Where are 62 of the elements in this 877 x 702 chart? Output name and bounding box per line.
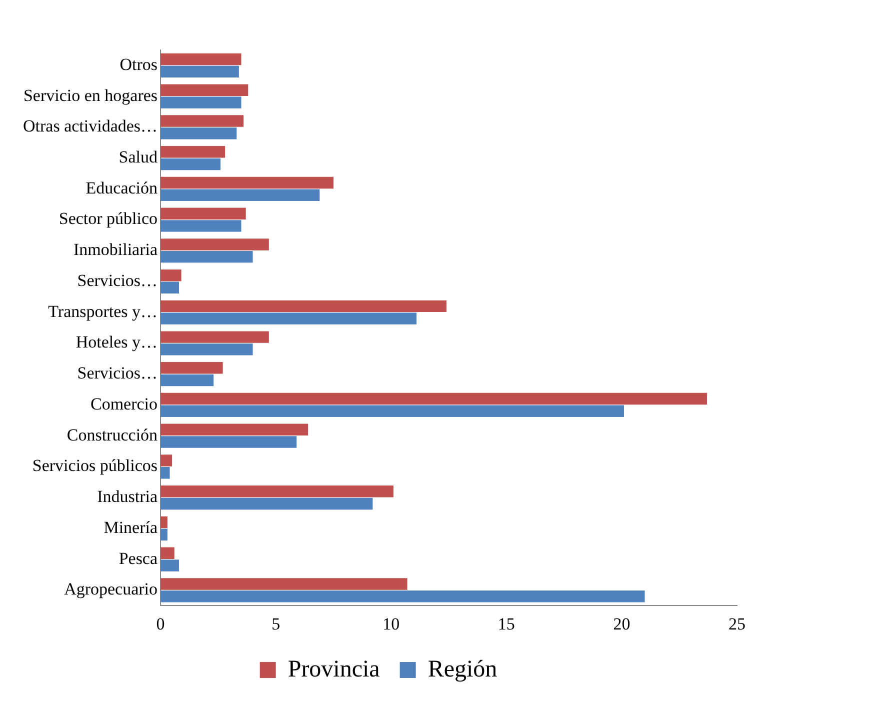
bar bbox=[160, 405, 624, 418]
bar bbox=[160, 454, 172, 466]
bar bbox=[160, 374, 214, 386]
bar bbox=[160, 282, 179, 294]
bar bbox=[160, 96, 242, 108]
x-tick-label: 10 bbox=[382, 614, 400, 634]
bar bbox=[160, 516, 168, 528]
bar bbox=[160, 392, 708, 405]
bar bbox=[160, 578, 408, 590]
y-tick-label: Construcción bbox=[66, 425, 158, 444]
x-tick-label: 5 bbox=[272, 614, 280, 634]
bar bbox=[160, 424, 308, 436]
bar bbox=[160, 208, 246, 220]
bar bbox=[160, 498, 373, 510]
y-tick-label: Inmobiliaria bbox=[74, 240, 158, 260]
y-tick-label: Otros bbox=[120, 54, 158, 74]
bar bbox=[160, 66, 239, 78]
y-tick-label: Comercio bbox=[90, 394, 158, 414]
bar bbox=[160, 146, 226, 158]
y-tick-label: Educación bbox=[86, 178, 158, 198]
bar bbox=[160, 220, 242, 232]
x-tick-label: 15 bbox=[498, 614, 515, 634]
bar bbox=[160, 590, 645, 602]
y-tick-label: Agropecuario bbox=[64, 580, 158, 599]
bar bbox=[160, 362, 223, 374]
y-tick-label: Servicio en hogares bbox=[23, 86, 158, 105]
bar bbox=[160, 547, 174, 559]
bar bbox=[160, 331, 269, 343]
bar bbox=[160, 250, 253, 263]
y-tick-label: Transportes y… bbox=[48, 302, 158, 321]
bar bbox=[160, 176, 334, 189]
legend-label: Provincia bbox=[288, 656, 380, 682]
y-tick-label: Servicios… bbox=[77, 364, 158, 383]
y-tick-label: Servicios… bbox=[77, 270, 158, 290]
bar bbox=[160, 127, 237, 140]
bar bbox=[160, 238, 269, 250]
bar bbox=[160, 436, 297, 448]
bar bbox=[160, 115, 244, 127]
x-tick-label: 20 bbox=[613, 614, 630, 634]
x-tick-label: 25 bbox=[728, 614, 746, 634]
y-tick-label: Industria bbox=[97, 487, 158, 506]
y-tick-label: Sector público bbox=[58, 209, 158, 228]
bar bbox=[160, 158, 220, 170]
bar bbox=[160, 300, 446, 312]
x-tick-label: 0 bbox=[156, 614, 165, 634]
y-tick-label: Salud bbox=[118, 148, 158, 166]
y-tick-label: Otras actividades… bbox=[22, 116, 158, 136]
legend-label: Región bbox=[428, 656, 498, 682]
bar bbox=[160, 189, 320, 201]
bar bbox=[160, 269, 182, 282]
bar bbox=[160, 528, 168, 540]
bar bbox=[160, 467, 170, 479]
bar bbox=[160, 560, 179, 572]
bar bbox=[160, 312, 416, 324]
bar bbox=[160, 84, 248, 96]
y-tick-label: Hoteles y… bbox=[76, 332, 158, 352]
y-tick-label: Servicios públicos bbox=[32, 456, 158, 476]
y-tick-label: Minería bbox=[104, 518, 158, 537]
bar bbox=[160, 486, 394, 498]
y-tick-label: Pesca bbox=[118, 548, 158, 568]
bar bbox=[160, 344, 253, 356]
bar bbox=[160, 53, 242, 66]
